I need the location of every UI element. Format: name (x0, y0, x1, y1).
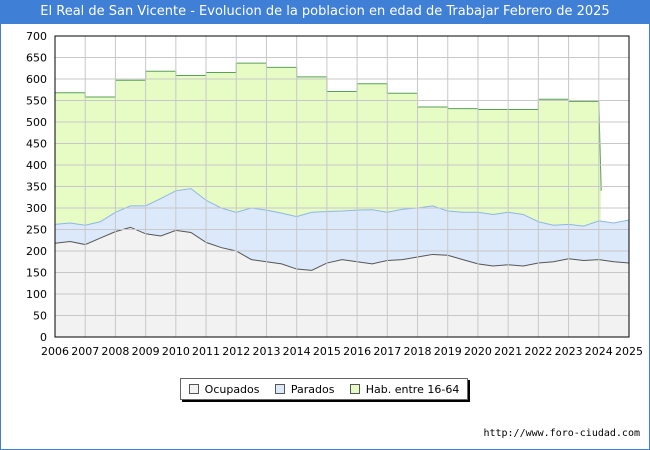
y-tick-label-350: 350 (26, 181, 47, 194)
legend-item-parados: Parados (274, 382, 335, 396)
legend: Ocupados Parados Hab. entre 16-64 (180, 378, 468, 400)
x-tick-label-2020: 2020 (464, 345, 492, 358)
y-tick-label-50: 50 (33, 310, 47, 323)
y-tick-label-200: 200 (26, 245, 47, 258)
y-tick-label-150: 150 (26, 267, 47, 280)
y-tick-label-250: 250 (26, 224, 47, 237)
x-tick-label-2019: 2019 (434, 345, 462, 358)
source-credit[interactable]: http://www.foro-ciudad.com (483, 428, 640, 439)
x-tick-label-2014: 2014 (283, 345, 311, 358)
y-tick-label-300: 300 (26, 202, 47, 215)
x-tick-label-2012: 2012 (222, 345, 250, 358)
legend-label-ocupados: Ocupados (204, 382, 260, 396)
series-ocupados-area (55, 227, 629, 337)
x-tick-label-2013: 2013 (252, 345, 280, 358)
legend-label-parados: Parados (290, 382, 335, 396)
x-tick-label-2024: 2024 (585, 345, 613, 358)
legend-swatch-ocupados (188, 384, 199, 394)
x-tick-label-2022: 2022 (524, 345, 552, 358)
series-ocupados-line (54, 226, 630, 271)
x-tick-label-2023: 2023 (555, 345, 583, 358)
y-tick-label-450: 450 (26, 138, 47, 151)
x-tick-label-2009: 2009 (132, 345, 160, 358)
legend-swatch-hab (349, 384, 360, 394)
plot-frame (54, 35, 630, 338)
x-tick-label-2008: 2008 (101, 345, 129, 358)
x-tick-label-2018: 2018 (404, 345, 432, 358)
x-tick-label-2021: 2021 (494, 345, 522, 358)
y-tick-label-600: 600 (26, 73, 47, 86)
legend-item-ocupados: Ocupados (188, 382, 260, 396)
x-tick-label-2011: 2011 (192, 345, 220, 358)
legend-label-hab: Hab. entre 16-64 (365, 382, 460, 396)
legend-swatch-parados (274, 384, 285, 394)
y-tick-label-550: 550 (26, 95, 47, 108)
y-tick-label-700: 700 (26, 30, 47, 43)
y-tick-label-0: 0 (40, 331, 47, 344)
chart-title: El Real de San Vicente - Evolucion de la… (0, 0, 650, 24)
x-tick-label-2025: 2025 (615, 345, 643, 358)
x-tick-label-2015: 2015 (313, 345, 341, 358)
x-tick-label-2007: 2007 (71, 345, 99, 358)
x-tick-label-2016: 2016 (343, 345, 371, 358)
y-tick-label-100: 100 (26, 288, 47, 301)
x-tick-label-2017: 2017 (373, 345, 401, 358)
y-tick-label-400: 400 (26, 159, 47, 172)
x-tick-label-2006: 2006 (41, 345, 69, 358)
legend-item-hab: Hab. entre 16-64 (349, 382, 460, 396)
x-tick-label-2010: 2010 (162, 345, 190, 358)
series-parados-line (54, 188, 630, 227)
y-tick-label-500: 500 (26, 116, 47, 129)
y-tick-label-650: 650 (26, 52, 47, 65)
